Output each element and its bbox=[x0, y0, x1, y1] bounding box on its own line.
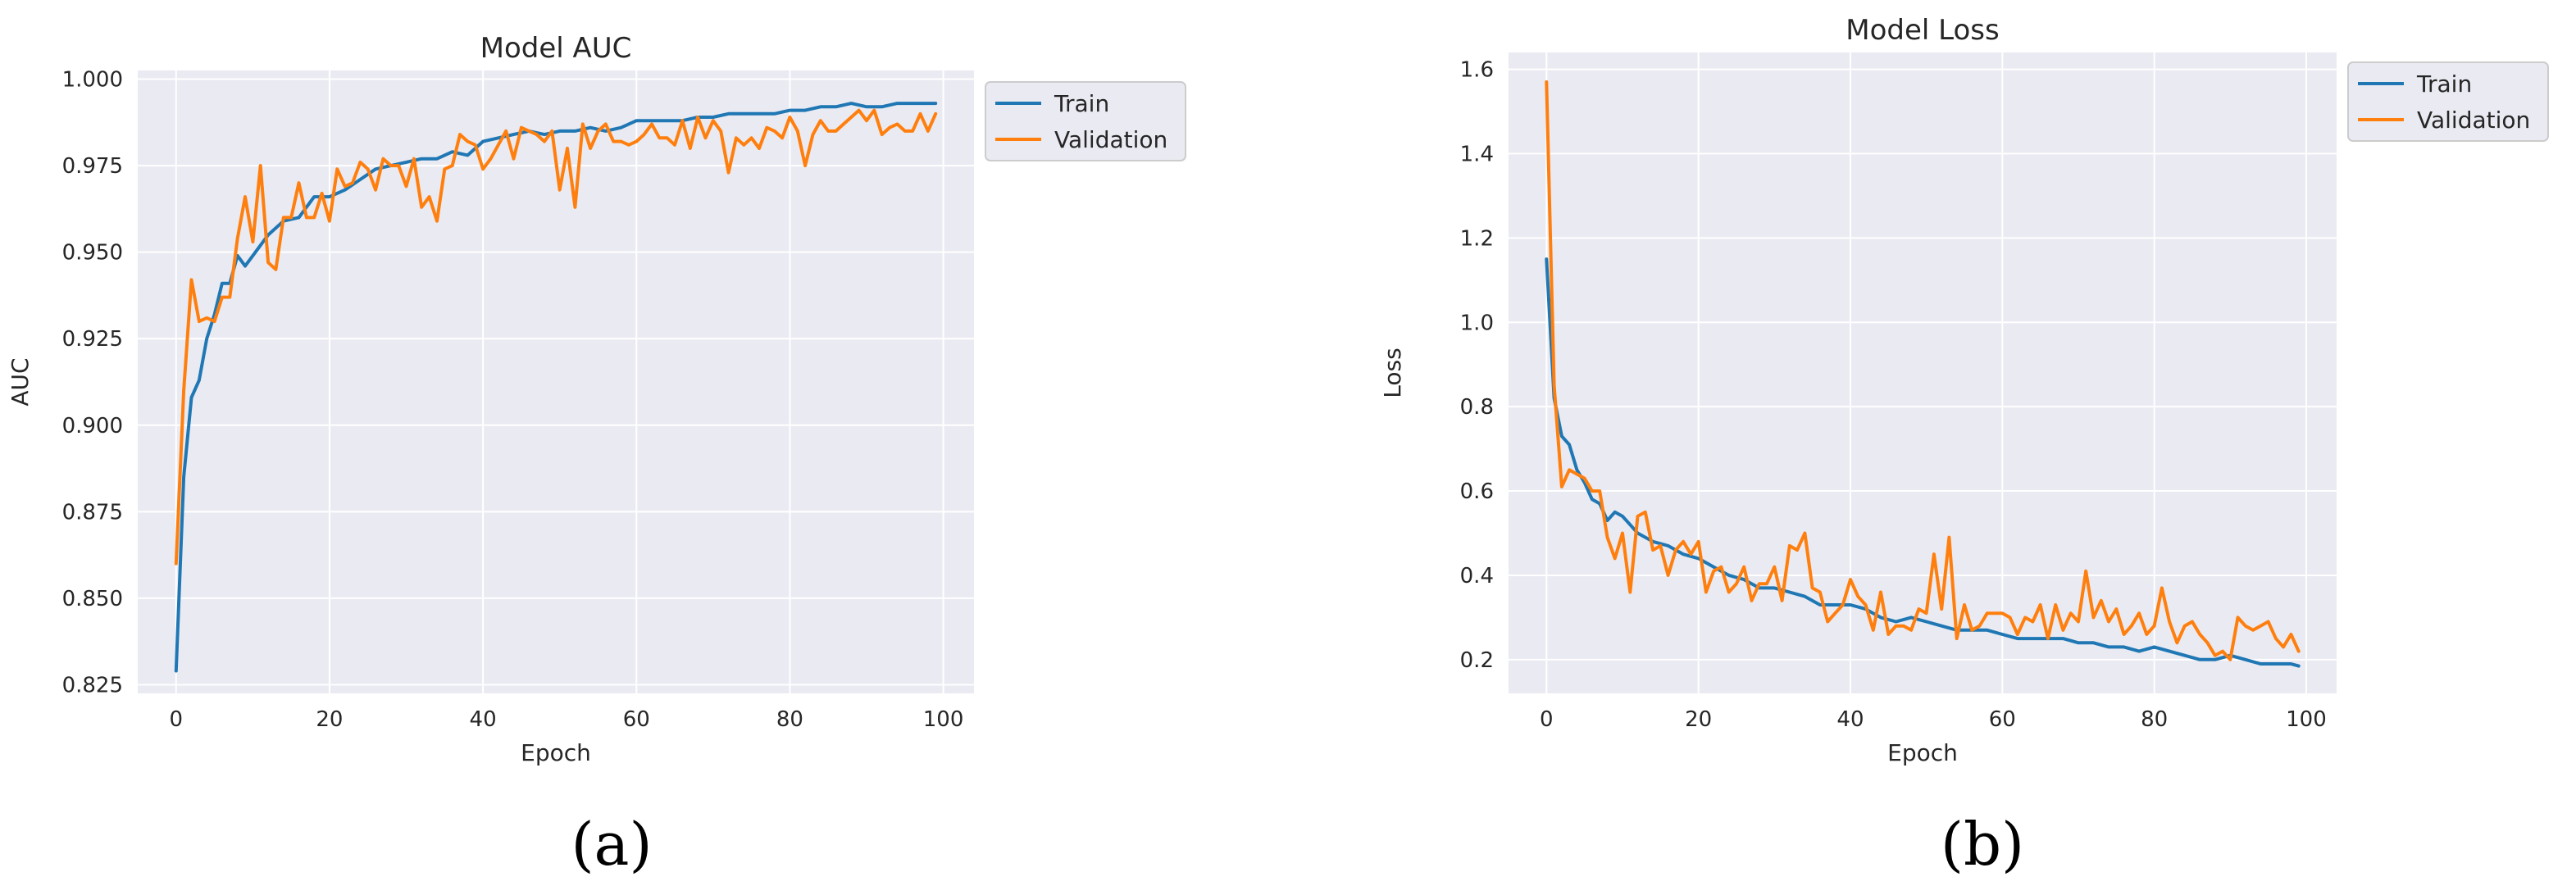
y-tick-label: 0.2 bbox=[1460, 648, 1494, 673]
x-tick-label: 0 bbox=[1540, 707, 1554, 732]
legend-label: Validation bbox=[1054, 126, 1167, 153]
y-axis-label: Loss bbox=[1379, 348, 1406, 398]
x-axis-label: Epoch bbox=[521, 739, 591, 766]
chart-2: 0 20 40 60 80 100 0.2 0.4 0.6 0.8 1.0 1.2 1.4 1.6 Mode… bbox=[1379, 14, 2549, 879]
x-tick-label: 20 bbox=[316, 707, 343, 732]
x-tick-label: 0 bbox=[170, 707, 184, 732]
plot-area bbox=[1509, 52, 2337, 693]
chart-title: Model Loss bbox=[1846, 14, 1999, 47]
chart-title: Model AUC bbox=[480, 32, 632, 65]
y-axis-label: AUC bbox=[7, 357, 34, 406]
panel-caption: (b) bbox=[1941, 810, 2024, 879]
y-tick-label: 1.000 bbox=[62, 68, 123, 93]
x-axis-label: Epoch bbox=[1887, 739, 1958, 766]
y-tick-label: 0.875 bbox=[62, 500, 123, 525]
x-tick-label: 40 bbox=[470, 707, 497, 732]
y-tick-label: 0.975 bbox=[62, 154, 123, 179]
y-tick-label: 0.8 bbox=[1460, 395, 1494, 420]
x-tick-label: 80 bbox=[776, 707, 803, 732]
y-tick-label: 1.0 bbox=[1460, 311, 1494, 335]
y-tick-label: 1.4 bbox=[1460, 142, 1494, 166]
series-line-validation bbox=[1545, 80, 2301, 661]
x-tick-label: 60 bbox=[1989, 707, 2016, 732]
y-tick-label: 0.4 bbox=[1460, 564, 1494, 588]
x-tick-label: 100 bbox=[2286, 707, 2327, 732]
y-tick-label: 0.6 bbox=[1460, 479, 1494, 504]
chart-1: 0 20 40 60 80 100 0.825 0.850 0.875 0.900 0.925 0.9… bbox=[7, 32, 1186, 879]
legend: Train Validation bbox=[2347, 61, 2549, 142]
y-tick-label: 0.825 bbox=[62, 673, 123, 697]
x-tick-label: 100 bbox=[923, 707, 964, 732]
panel-caption: (a) bbox=[571, 810, 652, 879]
legend-label: Train bbox=[1054, 90, 1109, 117]
series-line-train bbox=[1545, 257, 2301, 668]
x-tick-label: 40 bbox=[1836, 707, 1864, 732]
y-tick-label: 0.950 bbox=[62, 241, 123, 266]
plot-area bbox=[138, 70, 974, 693]
y-tick-label: 1.6 bbox=[1460, 58, 1494, 83]
y-tick-label: 0.925 bbox=[62, 327, 123, 352]
y-tick-label: 0.850 bbox=[62, 587, 123, 611]
legend-label: Train bbox=[2416, 70, 2472, 98]
y-tick-label: 1.2 bbox=[1460, 226, 1494, 251]
series-line-validation bbox=[174, 108, 938, 566]
x-tick-label: 60 bbox=[623, 707, 650, 732]
x-tick-label: 80 bbox=[2141, 707, 2168, 732]
y-tick-label: 0.900 bbox=[62, 414, 123, 438]
x-tick-label: 20 bbox=[1685, 707, 1712, 732]
legend: Train Validation bbox=[985, 81, 1186, 161]
legend-label: Validation bbox=[2417, 107, 2530, 134]
